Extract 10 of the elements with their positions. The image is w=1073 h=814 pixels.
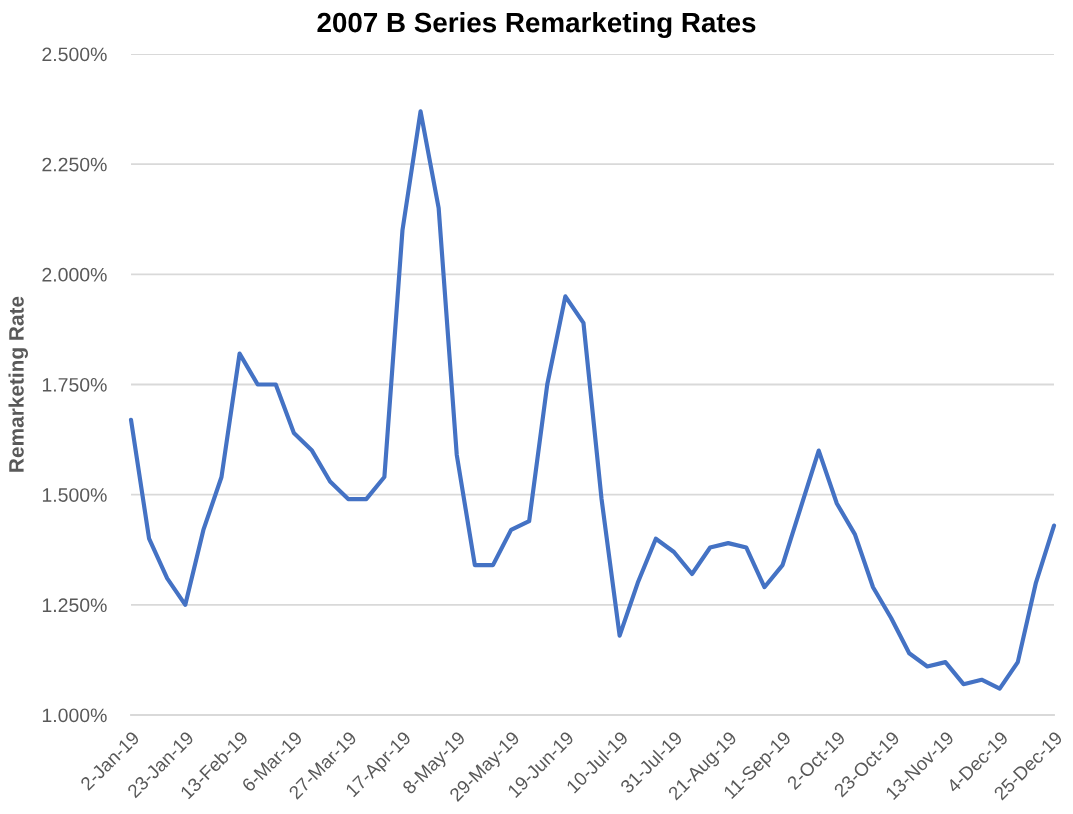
line-series [128,109,1057,691]
y-tick-label: 1.250% [42,598,107,613]
y-tick-label: 2.000% [42,267,107,282]
y-tick-label: 2.250% [42,157,107,172]
y-tick-label: 1.000% [42,708,107,723]
y-tick-label: 1.750% [42,377,107,392]
y-axis-title: Remarketing Rate [8,296,28,472]
y-tick-label: 2.500% [42,47,107,62]
chart-title: 2007 B Series Remarketing Rates [317,11,756,39]
y-tick-label: 1.500% [42,488,107,502]
